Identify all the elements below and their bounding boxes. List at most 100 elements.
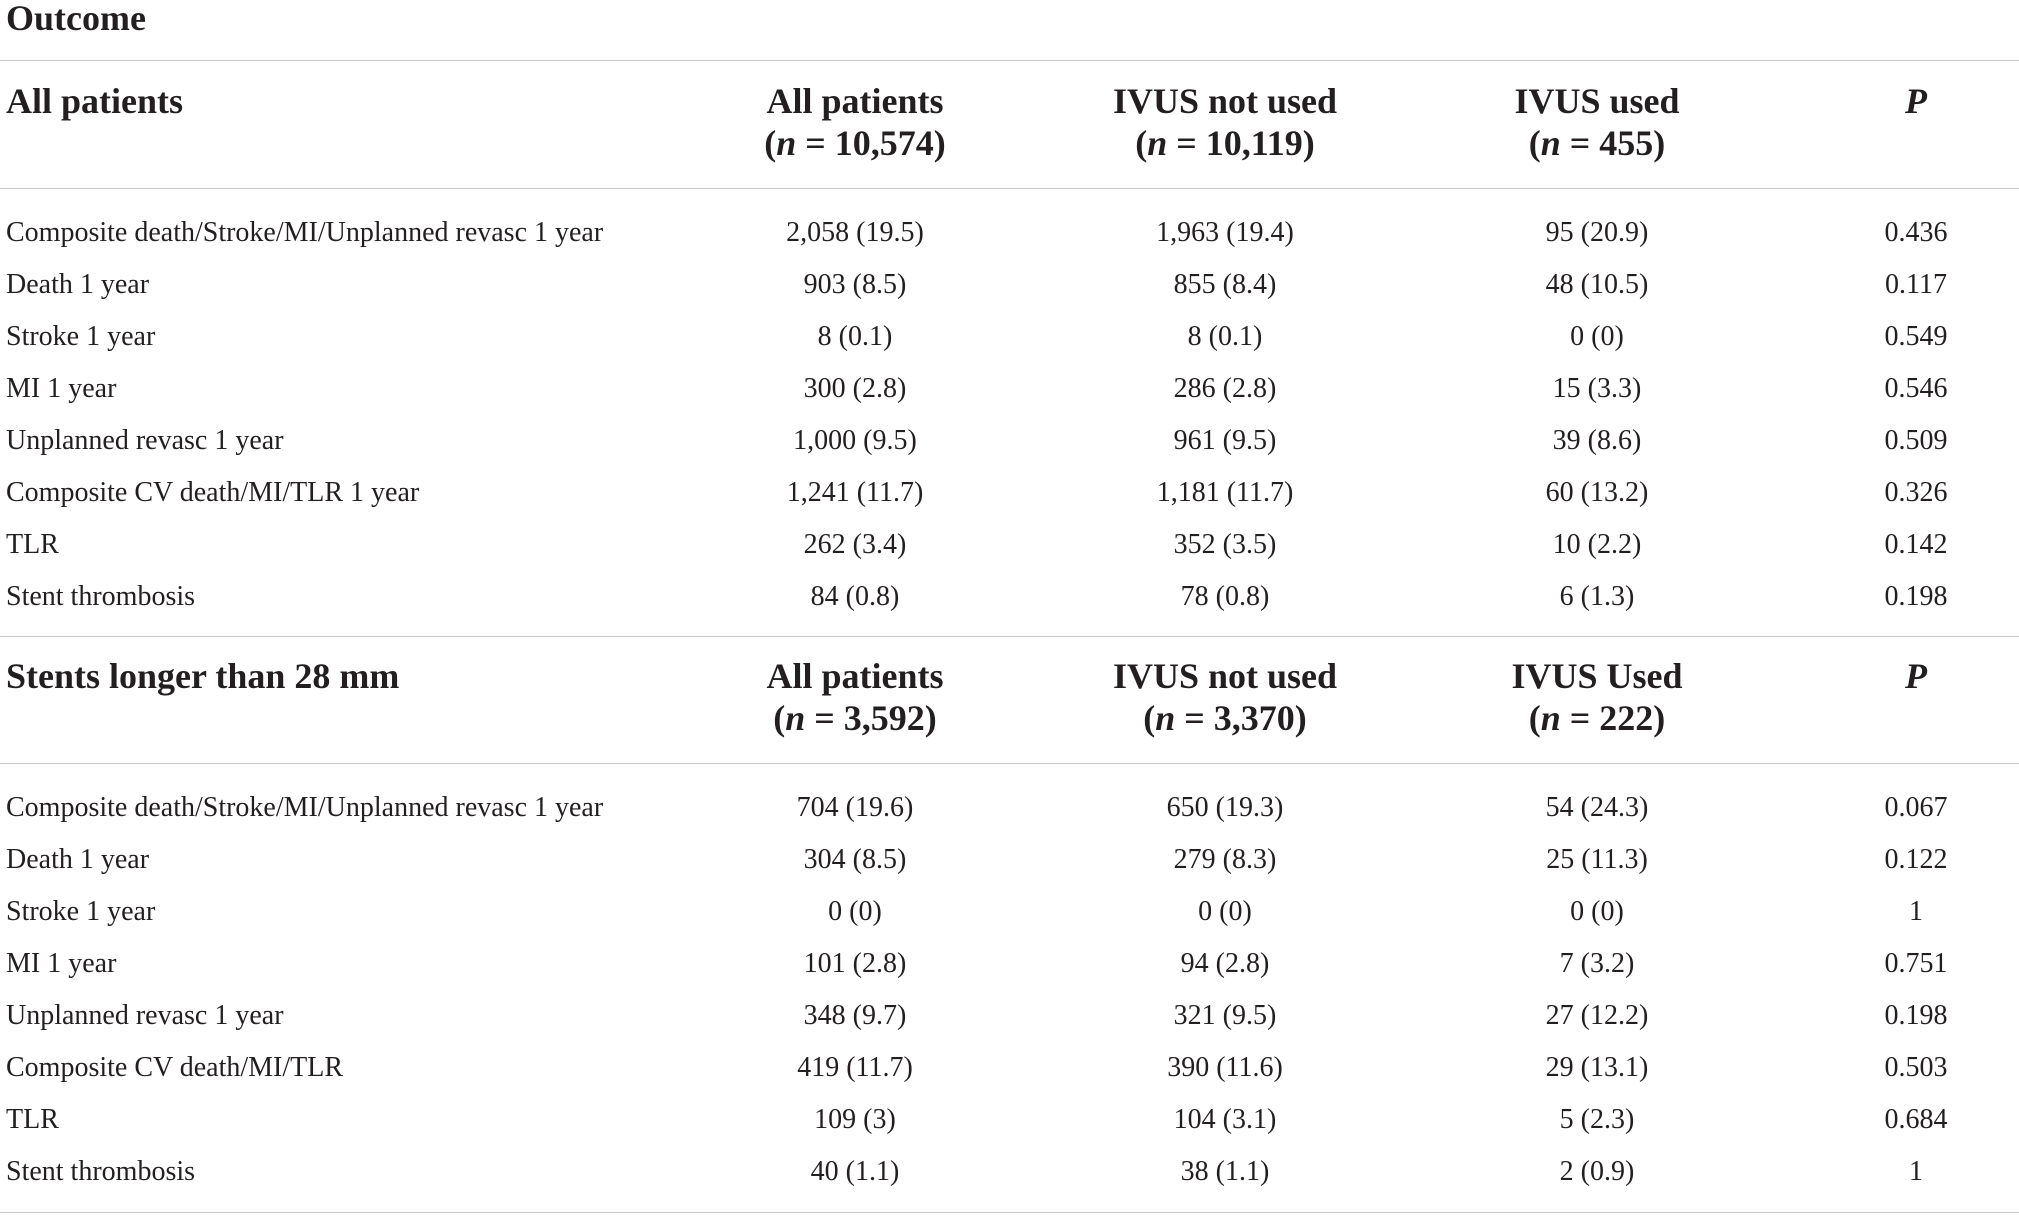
header-rule bbox=[0, 763, 2019, 764]
count-n-symbol: n bbox=[776, 123, 797, 163]
cell-used: 6 (1.3) bbox=[1559, 581, 1635, 612]
cell-p: 0.122 bbox=[1884, 844, 1948, 875]
column-header: IVUS not used (n = 10,119) bbox=[1113, 80, 1337, 164]
count-open-paren: ( bbox=[1528, 123, 1541, 163]
row-label: Death 1 year bbox=[6, 844, 150, 875]
section-header: All patients All patients (n = 10,574) IVUS… bbox=[0, 80, 2019, 200]
row-label: Composite CV death/MI/TLR bbox=[6, 1052, 344, 1083]
cell-not-used: 321 (9.5) bbox=[1173, 1000, 1277, 1031]
cell-p: 0.142 bbox=[1884, 529, 1948, 560]
header-rule bbox=[0, 188, 2019, 189]
row-label: Composite death/Stroke/MI/Unplanned reva… bbox=[6, 792, 604, 823]
cell-all: 8 (0.1) bbox=[817, 321, 893, 352]
cell-p: 0.436 bbox=[1884, 217, 1948, 248]
cell-all: 40 (1.1) bbox=[810, 1156, 900, 1187]
column-header: IVUS not used (n = 3,370) bbox=[1113, 655, 1337, 739]
table-row: MI 1 year 101 (2.8) 94 (2.8) 7 (3.2) 0.751 bbox=[0, 938, 2019, 990]
cell-used: 39 (8.6) bbox=[1552, 425, 1642, 456]
section-heading: Stents longer than 28 mm bbox=[6, 656, 400, 696]
cell-used: 7 (3.2) bbox=[1559, 948, 1635, 979]
cell-used: 54 (24.3) bbox=[1545, 792, 1649, 823]
cell-not-used: 38 (1.1) bbox=[1180, 1156, 1270, 1187]
count-n-symbol: n bbox=[1147, 123, 1168, 163]
cell-used: 15 (3.3) bbox=[1552, 373, 1642, 404]
cell-used: 48 (10.5) bbox=[1545, 269, 1649, 300]
count-open-paren: ( bbox=[773, 698, 786, 738]
cell-used: 27 (12.2) bbox=[1545, 1000, 1649, 1031]
table-row: Composite death/Stroke/MI/Unplanned reva… bbox=[0, 782, 2019, 834]
cell-all: 84 (0.8) bbox=[810, 581, 900, 612]
cell-all: 704 (19.6) bbox=[796, 792, 914, 823]
cell-all: 0 (0) bbox=[828, 896, 882, 927]
cell-used: 10 (2.2) bbox=[1552, 529, 1642, 560]
column-header-title: IVUS not used bbox=[1112, 656, 1338, 696]
column-header: P bbox=[1905, 655, 1927, 697]
cell-not-used: 650 (19.3) bbox=[1166, 792, 1284, 823]
section-separator-rule bbox=[0, 636, 2019, 637]
cell-used: 0 (0) bbox=[1570, 896, 1624, 927]
column-header-count: (n = 10,119) bbox=[1113, 122, 1337, 164]
cell-p: 0.067 bbox=[1884, 792, 1948, 823]
row-label: MI 1 year bbox=[6, 948, 117, 979]
count-open-paren: ( bbox=[1135, 123, 1148, 163]
table-row: Composite death/Stroke/MI/Unplanned reva… bbox=[0, 207, 2019, 259]
cell-all: 419 (11.7) bbox=[797, 1052, 913, 1083]
cell-not-used: 279 (8.3) bbox=[1173, 844, 1277, 875]
cell-not-used: 94 (2.8) bbox=[1180, 948, 1270, 979]
cell-used: 5 (2.3) bbox=[1559, 1104, 1635, 1135]
row-label: Composite CV death/MI/TLR 1 year bbox=[6, 477, 420, 508]
table-row: Death 1 year 304 (8.5) 279 (8.3) 25 (11.3) 0… bbox=[0, 834, 2019, 886]
cell-not-used: 855 (8.4) bbox=[1173, 269, 1277, 300]
column-header: All patients (n = 10,574) bbox=[764, 80, 946, 164]
column-header: P bbox=[1905, 80, 1927, 122]
row-label: Stent thrombosis bbox=[6, 581, 196, 612]
cell-used: 0 (0) bbox=[1570, 321, 1624, 352]
column-header-title: P bbox=[1905, 81, 1927, 121]
cell-used: 2 (0.9) bbox=[1559, 1156, 1635, 1187]
column-header-title: P bbox=[1905, 656, 1927, 696]
cell-all: 1,000 (9.5) bbox=[793, 425, 917, 456]
count-open-paren: ( bbox=[1143, 698, 1156, 738]
column-header-count: (n = 455) bbox=[1514, 122, 1679, 164]
count-value: = 455) bbox=[1560, 123, 1666, 163]
column-header-count: (n = 222) bbox=[1511, 697, 1682, 739]
table-bottom-rule bbox=[0, 1212, 2019, 1213]
row-label: Stroke 1 year bbox=[6, 896, 156, 927]
column-header-count: (n = 3,592) bbox=[766, 697, 943, 739]
column-header-title: IVUS Used bbox=[1511, 656, 1683, 696]
count-n-symbol: n bbox=[1540, 698, 1561, 738]
cell-p: 0.117 bbox=[1885, 269, 1947, 300]
count-value: = 222) bbox=[1560, 698, 1666, 738]
cell-not-used: 1,181 (11.7) bbox=[1156, 477, 1294, 508]
table-row: Stroke 1 year 0 (0) 0 (0) 0 (0) 1 bbox=[0, 886, 2019, 938]
cell-not-used: 78 (0.8) bbox=[1180, 581, 1270, 612]
table-row: Stroke 1 year 8 (0.1) 8 (0.1) 0 (0) 0.549 bbox=[0, 311, 2019, 363]
section-header: Stents longer than 28 mm All patients (n =… bbox=[0, 655, 2019, 775]
table-row: TLR 109 (3) 104 (3.1) 5 (2.3) 0.684 bbox=[0, 1094, 2019, 1146]
cell-all: 903 (8.5) bbox=[803, 269, 907, 300]
cell-p: 0.326 bbox=[1884, 477, 1948, 508]
cell-p: 0.684 bbox=[1884, 1104, 1948, 1135]
cell-all: 109 (3) bbox=[814, 1104, 896, 1135]
count-open-paren: ( bbox=[1528, 698, 1541, 738]
column-header-title: All patients bbox=[766, 81, 944, 121]
count-n-symbol: n bbox=[785, 698, 806, 738]
row-label: MI 1 year bbox=[6, 373, 117, 404]
row-label: Stroke 1 year bbox=[6, 321, 156, 352]
cell-not-used: 352 (3.5) bbox=[1173, 529, 1277, 560]
count-value: = 10,119) bbox=[1167, 123, 1315, 163]
column-header-title: All patients bbox=[766, 656, 944, 696]
table-row: Composite CV death/MI/TLR 1 year 1,241 (1… bbox=[0, 467, 2019, 519]
cell-all: 1,241 (11.7) bbox=[786, 477, 924, 508]
table-row: TLR 262 (3.4) 352 (3.5) 10 (2.2) 0.142 bbox=[0, 519, 2019, 571]
cell-p: 0.503 bbox=[1884, 1052, 1948, 1083]
count-value: = 10,574) bbox=[796, 123, 946, 163]
cell-not-used: 1,963 (19.4) bbox=[1156, 217, 1294, 248]
cell-not-used: 8 (0.1) bbox=[1187, 321, 1263, 352]
column-header-count: (n = 10,574) bbox=[764, 122, 946, 164]
cell-all: 348 (9.7) bbox=[803, 1000, 907, 1031]
section-heading: All patients bbox=[6, 81, 184, 121]
count-n-symbol: n bbox=[1540, 123, 1561, 163]
row-label: TLR bbox=[6, 529, 59, 560]
table-row: Death 1 year 903 (8.5) 855 (8.4) 48 (10.5) 0… bbox=[0, 259, 2019, 311]
